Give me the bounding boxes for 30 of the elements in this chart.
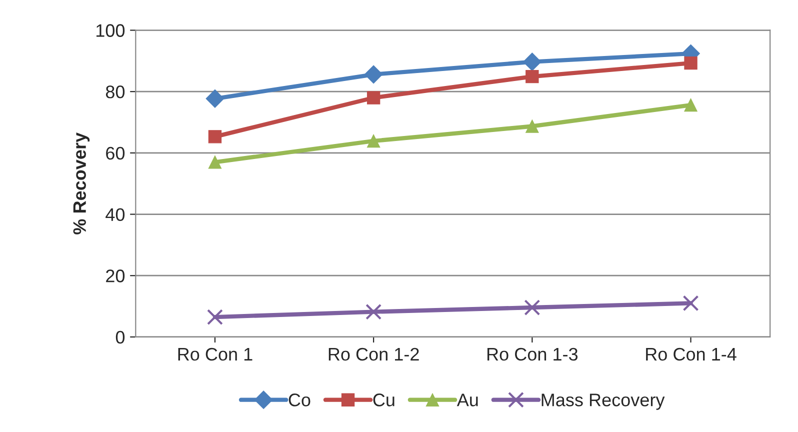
point	[684, 98, 698, 112]
x-tick-label: Ro Con 1-3	[487, 348, 578, 361]
point	[682, 295, 699, 312]
point	[208, 130, 222, 144]
point	[366, 304, 382, 320]
point	[364, 65, 383, 84]
legend-label: Cu	[373, 394, 394, 406]
x-tick-label: Ro Con 1-4	[646, 348, 736, 361]
point	[526, 70, 539, 84]
legend-label: Au	[456, 394, 478, 406]
point	[524, 300, 540, 316]
point	[526, 120, 539, 133]
point	[208, 156, 222, 169]
x-tick-label: Ro Con 1-2	[328, 348, 419, 361]
y-tick-label: 40	[106, 208, 125, 221]
point	[366, 134, 380, 148]
y-tick-label: 100	[96, 24, 125, 37]
y-tick-label: 0	[116, 330, 125, 344]
x-tick-label: Ro Con 1	[178, 348, 252, 361]
y-tick-label: 80	[106, 86, 125, 98]
y-tick-label: 60	[106, 146, 125, 160]
y-axis-title: % Recovery	[73, 132, 90, 234]
point	[206, 309, 223, 326]
legend-label: Mass Recovery	[542, 394, 665, 410]
point	[366, 91, 380, 104]
legend-label: Co	[288, 394, 310, 406]
y-tick-label: 20	[106, 270, 125, 282]
point	[684, 56, 698, 70]
point	[206, 89, 224, 108]
point	[522, 52, 542, 72]
